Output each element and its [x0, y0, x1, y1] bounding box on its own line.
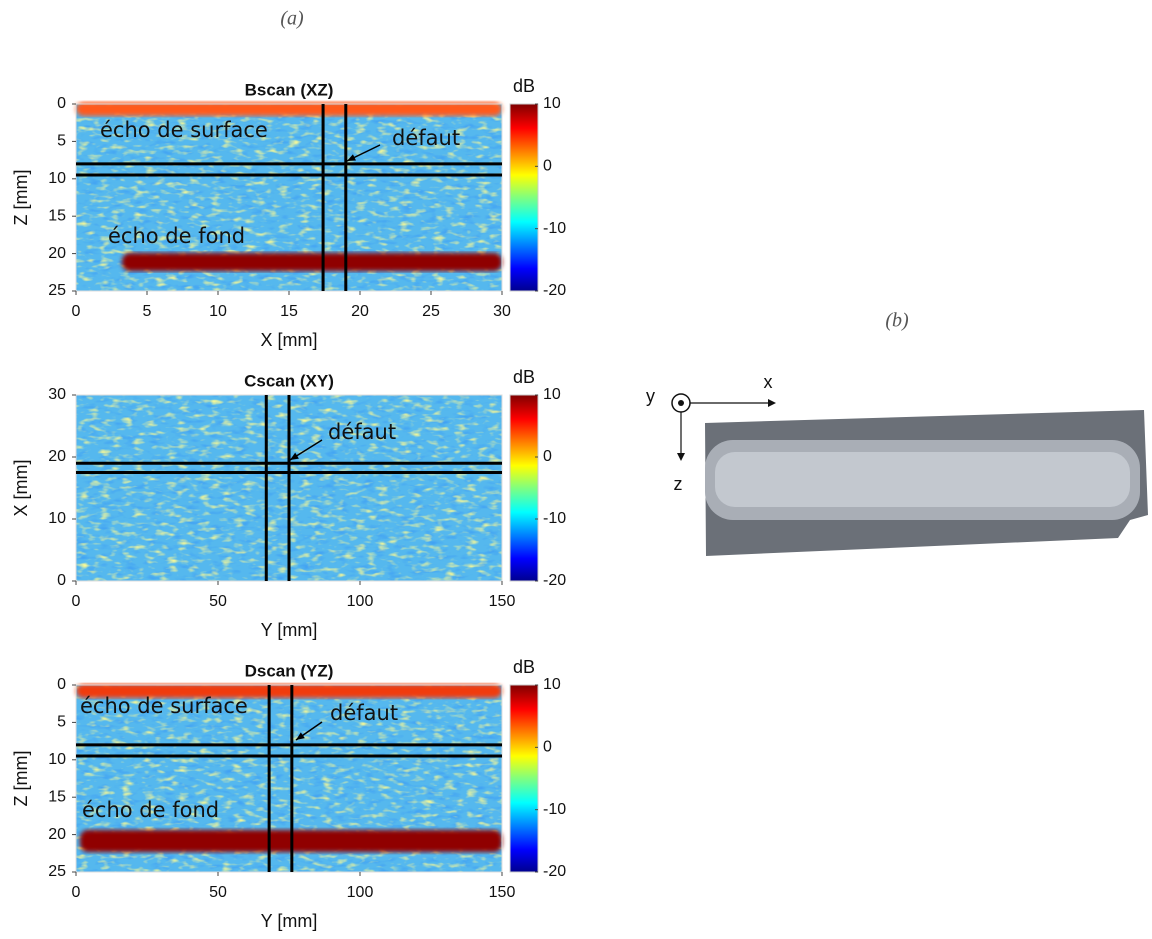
x-axis-label: Y [mm]	[261, 911, 318, 931]
y-tick-label: 10	[48, 510, 66, 527]
x-tick-label: 50	[209, 593, 227, 610]
annotation: défaut	[392, 126, 460, 150]
photo: y x z	[646, 372, 1148, 556]
colorbar-tick-label: 10	[543, 676, 561, 693]
colorbar-tick-label: 10	[543, 95, 561, 112]
y-tick-label: 15	[48, 788, 66, 805]
annotation: écho de fond	[82, 798, 219, 822]
x-tick-label: 5	[143, 303, 152, 320]
arrow-head	[347, 154, 356, 161]
annotation: écho de surface	[80, 694, 248, 718]
chart-title: Cscan (XY)	[244, 371, 334, 390]
echo-band	[76, 102, 502, 116]
x-tick-label: 0	[72, 593, 81, 610]
arrow-head	[290, 452, 299, 460]
colorbar-tick-label: 0	[543, 448, 552, 465]
colorbar-tick-label: -10	[543, 801, 566, 818]
panel-label: (b)	[885, 310, 909, 332]
y-tick-label: 0	[57, 676, 66, 693]
y-tick-label: 10	[48, 170, 66, 187]
y-axis-label: X [mm]	[11, 460, 31, 517]
axis-label: x	[764, 372, 773, 392]
colorbar-tick-label: 0	[543, 739, 552, 756]
x-axis-label: X [mm]	[261, 330, 318, 350]
y-tick-label: 20	[48, 448, 66, 465]
y-tick-label: 5	[57, 133, 66, 150]
arrow-head	[677, 453, 685, 461]
annotation: écho de fond	[108, 224, 245, 248]
annotation: défaut	[330, 701, 398, 725]
colorbar-label: dB	[513, 367, 535, 387]
colorbar-tick-label: -20	[543, 572, 566, 589]
y-tick-label: 25	[48, 282, 66, 299]
x-tick-label: 150	[489, 884, 516, 901]
y-tick-label: 20	[48, 826, 66, 843]
annotation: écho de surface	[100, 118, 268, 142]
y-tick-label: 0	[57, 95, 66, 112]
y-tick-label: 20	[48, 245, 66, 262]
x-tick-label: 150	[489, 593, 516, 610]
colorbar-tick-label: 0	[543, 158, 552, 175]
x-tick-label: 30	[493, 303, 511, 320]
y-axis-label: Z [mm]	[11, 751, 31, 807]
y-tick-label: 5	[57, 714, 66, 731]
panel-label: (a)	[280, 8, 304, 30]
x-axis-label: Y [mm]	[261, 620, 318, 640]
colorbar-label: dB	[513, 76, 535, 96]
x-tick-label: 50	[209, 884, 227, 901]
colorbar	[509, 103, 539, 292]
colorbar-tick-label: 10	[543, 386, 561, 403]
x-tick-label: 10	[209, 303, 227, 320]
weld-bead-highlight	[715, 452, 1130, 507]
colorbar-tick-label: -10	[543, 220, 566, 237]
x-tick-label: 100	[347, 593, 374, 610]
colorbar-tick-label: -10	[543, 510, 566, 527]
colorbar-tick-label: -20	[543, 863, 566, 880]
arrow-head	[296, 732, 305, 740]
echo-band	[122, 253, 502, 271]
y-tick-label: 10	[48, 751, 66, 768]
axis-origin-dot	[678, 400, 684, 406]
colorbar-tick-label: -20	[543, 282, 566, 299]
y-tick-label: 30	[48, 386, 66, 403]
y-tick-label: 25	[48, 863, 66, 880]
colorbar-label: dB	[513, 657, 535, 677]
chart-title: Bscan (XZ)	[245, 80, 334, 99]
y-tick-label: 0	[57, 572, 66, 589]
echo-band	[76, 684, 502, 698]
x-tick-label: 25	[422, 303, 440, 320]
annotation: défaut	[328, 420, 396, 444]
x-tick-label: 15	[280, 303, 298, 320]
axis-label: z	[674, 474, 683, 494]
chart-title: Dscan (YZ)	[245, 661, 334, 680]
arrow-head	[768, 399, 776, 407]
x-tick-label: 0	[72, 884, 81, 901]
y-axis-label: Z [mm]	[11, 170, 31, 226]
y-tick-label: 15	[48, 207, 66, 224]
x-tick-label: 20	[351, 303, 369, 320]
plot-frame	[75, 684, 503, 873]
axis-label: y	[646, 386, 655, 406]
colorbar	[509, 394, 539, 582]
x-tick-label: 0	[72, 303, 81, 320]
colorbar	[509, 684, 539, 873]
x-tick-label: 100	[347, 884, 374, 901]
